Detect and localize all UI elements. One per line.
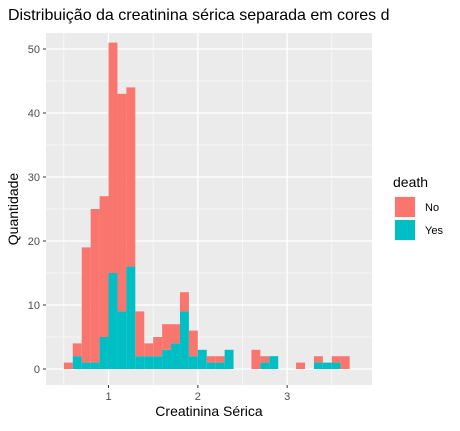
legend: death No Yes <box>393 174 443 241</box>
bar-no <box>162 324 172 350</box>
bar-no <box>135 311 145 357</box>
bar-yes <box>72 356 82 369</box>
bar-yes <box>126 266 136 369</box>
bars <box>63 42 350 369</box>
x-tick-label: 1 <box>105 391 111 403</box>
bar-yes <box>144 356 154 369</box>
bar-yes <box>206 362 216 369</box>
bar-no <box>179 292 189 312</box>
bar-yes <box>197 349 207 369</box>
bar-yes <box>108 273 118 369</box>
legend-title: death <box>393 174 428 190</box>
bar-no <box>260 356 270 363</box>
x-axis-label: Creatinina Sérica <box>155 403 263 419</box>
y-tick-label: 10 <box>28 300 40 312</box>
y-tick-label: 0 <box>34 364 40 376</box>
bar-no <box>313 356 323 363</box>
legend-label-no: No <box>425 202 439 214</box>
bar-no <box>81 247 91 363</box>
bar-no <box>296 362 306 369</box>
bar-no <box>117 93 127 312</box>
bar-no <box>171 324 180 344</box>
bar-yes <box>224 349 234 369</box>
bar-yes <box>313 362 323 369</box>
bar-no <box>126 87 136 267</box>
bar-no <box>72 343 82 357</box>
legend-label-yes: Yes <box>425 225 443 237</box>
bar-yes <box>117 311 127 369</box>
y-tick-label: 20 <box>28 236 40 248</box>
x-axis: 1 2 3 <box>105 385 290 403</box>
y-tick-label: 30 <box>28 172 40 184</box>
y-axis-label: Quantidade <box>5 173 21 246</box>
bar-yes <box>179 311 189 369</box>
bar-yes <box>215 362 225 369</box>
bar-yes <box>269 356 279 369</box>
bar-no <box>63 362 73 369</box>
chart-title: Distribuição da creatinina sérica separa… <box>8 7 390 24</box>
legend-swatch-yes <box>395 220 415 240</box>
y-tick-label: 50 <box>28 44 40 56</box>
bar-yes <box>171 343 180 369</box>
bar-no <box>206 356 216 363</box>
bar-yes <box>99 337 109 369</box>
bar-no <box>340 356 350 369</box>
bar-no <box>331 356 341 363</box>
x-tick-label: 3 <box>284 391 290 403</box>
y-axis: 0 10 20 30 40 50 <box>28 44 46 376</box>
bar-yes <box>322 362 332 369</box>
minor-gridlines <box>46 33 372 385</box>
bar-no <box>108 42 118 273</box>
bar-no <box>251 349 261 369</box>
legend-entries: No Yes <box>394 196 443 241</box>
bar-yes <box>90 362 100 369</box>
legend-swatch-no <box>395 197 415 217</box>
bar-yes <box>260 362 270 369</box>
bar-yes <box>153 356 163 369</box>
bar-yes <box>188 356 198 369</box>
bar-yes <box>81 362 91 369</box>
bar-no <box>153 337 163 357</box>
bar-no <box>144 343 154 357</box>
bar-no <box>99 196 109 337</box>
bar-yes <box>135 356 145 369</box>
x-tick-label: 2 <box>195 391 201 403</box>
bar-yes <box>331 362 341 369</box>
bar-no <box>90 209 100 363</box>
bar-yes <box>162 349 172 369</box>
y-tick-label: 40 <box>28 108 40 120</box>
bar-no <box>215 356 225 363</box>
bar-no <box>188 330 198 357</box>
